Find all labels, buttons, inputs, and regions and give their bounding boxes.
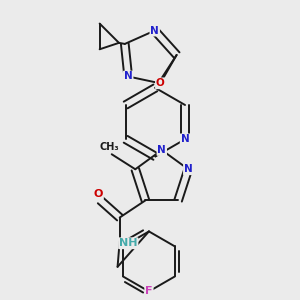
Text: N: N <box>184 164 193 174</box>
Text: N: N <box>181 134 189 144</box>
Text: O: O <box>156 78 165 88</box>
Text: N: N <box>158 145 166 155</box>
Text: O: O <box>94 189 103 199</box>
Text: NH: NH <box>119 238 137 248</box>
Text: F: F <box>145 286 153 296</box>
Text: N: N <box>150 26 159 36</box>
Text: CH₃: CH₃ <box>100 142 119 152</box>
Text: N: N <box>124 71 133 82</box>
